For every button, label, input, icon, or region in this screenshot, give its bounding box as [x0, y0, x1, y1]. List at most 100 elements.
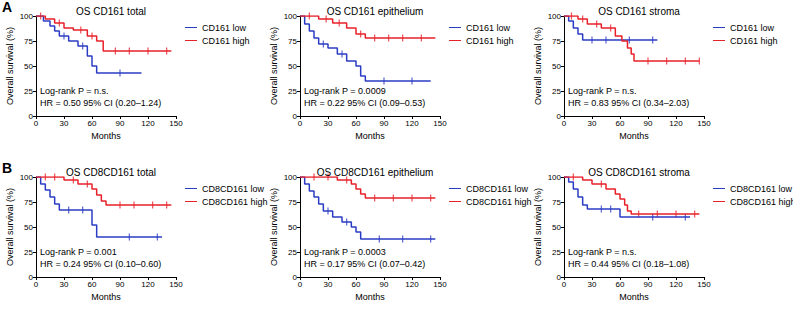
svg-text:OS CD161 epithelium: OS CD161 epithelium [327, 6, 424, 17]
svg-text:75: 75 [552, 198, 561, 207]
svg-text:120: 120 [669, 280, 683, 289]
svg-text:Overall survival (%): Overall survival (%) [269, 27, 279, 105]
svg-text:Months: Months [91, 131, 121, 141]
svg-text:25: 25 [288, 87, 297, 96]
svg-text:60: 60 [88, 280, 97, 289]
svg-text:25: 25 [24, 87, 33, 96]
svg-text:Months: Months [355, 131, 385, 141]
svg-text:Months: Months [619, 292, 649, 302]
svg-text:150: 150 [433, 119, 447, 128]
svg-text:120: 120 [405, 280, 419, 289]
svg-text:25: 25 [552, 248, 561, 257]
svg-text:50: 50 [552, 62, 561, 71]
svg-text:CD8CD161 high: CD8CD161 high [730, 197, 793, 207]
svg-text:B: B [2, 160, 12, 176]
svg-text:30: 30 [324, 280, 333, 289]
svg-text:CD161 low: CD161 low [730, 23, 775, 33]
svg-text:100: 100 [20, 173, 34, 182]
svg-text:0: 0 [34, 119, 39, 128]
svg-text:OS CD8CD161 epithelium: OS CD8CD161 epithelium [317, 167, 434, 178]
svg-text:HR = 0.83 95% CI (0.34–2.03): HR = 0.83 95% CI (0.34–2.03) [568, 98, 689, 108]
svg-text:Log-rank P = n.s.: Log-rank P = n.s. [568, 86, 637, 96]
svg-text:Overall survival (%): Overall survival (%) [5, 188, 15, 266]
svg-text:Overall survival (%): Overall survival (%) [269, 188, 279, 266]
svg-text:Overall survival (%): Overall survival (%) [533, 27, 543, 105]
svg-text:50: 50 [288, 223, 297, 232]
svg-text:HR = 0.50 95% CI (0.20–1.24): HR = 0.50 95% CI (0.20–1.24) [40, 98, 161, 108]
svg-text:CD8CD161 high: CD8CD161 high [466, 197, 532, 207]
svg-text:OS CD161 total: OS CD161 total [76, 6, 146, 17]
svg-text:30: 30 [588, 280, 597, 289]
svg-text:HR = 0.17 95% CI (0.07–0.42): HR = 0.17 95% CI (0.07–0.42) [304, 259, 425, 269]
svg-text:A: A [2, 0, 12, 15]
svg-text:90: 90 [644, 280, 653, 289]
svg-text:HR = 0.22 95% CI (0.09–0.53): HR = 0.22 95% CI (0.09–0.53) [304, 98, 425, 108]
svg-text:30: 30 [60, 119, 69, 128]
svg-text:0: 0 [562, 119, 567, 128]
svg-text:25: 25 [552, 87, 561, 96]
svg-text:Months: Months [91, 292, 121, 302]
svg-text:60: 60 [88, 119, 97, 128]
svg-text:HR = 0.24 95% CI (0.10–0.60): HR = 0.24 95% CI (0.10–0.60) [40, 259, 161, 269]
svg-text:Log-rank P = n.s.: Log-rank P = n.s. [40, 86, 109, 96]
svg-text:OS CD161 stroma: OS CD161 stroma [598, 6, 680, 17]
svg-text:90: 90 [116, 119, 125, 128]
svg-text:120: 120 [141, 119, 155, 128]
svg-text:30: 30 [324, 119, 333, 128]
svg-text:CD161 high: CD161 high [202, 36, 250, 46]
svg-text:100: 100 [284, 12, 298, 21]
svg-text:CD8CD161 high: CD8CD161 high [202, 197, 268, 207]
svg-text:50: 50 [24, 62, 33, 71]
svg-text:50: 50 [24, 223, 33, 232]
svg-text:150: 150 [697, 119, 711, 128]
svg-text:CD161 low: CD161 low [466, 23, 511, 33]
svg-text:0: 0 [298, 119, 303, 128]
svg-text:75: 75 [24, 37, 33, 46]
svg-text:25: 25 [24, 248, 33, 257]
svg-text:90: 90 [380, 119, 389, 128]
svg-text:OS CD8CD161 stroma: OS CD8CD161 stroma [588, 167, 690, 178]
svg-text:30: 30 [588, 119, 597, 128]
svg-text:CD8CD161 low: CD8CD161 low [202, 184, 265, 194]
svg-text:75: 75 [288, 198, 297, 207]
svg-text:90: 90 [644, 119, 653, 128]
svg-text:100: 100 [548, 173, 562, 182]
svg-text:CD161 high: CD161 high [730, 36, 778, 46]
svg-text:100: 100 [548, 12, 562, 21]
svg-text:150: 150 [697, 280, 711, 289]
svg-text:120: 120 [405, 119, 419, 128]
svg-text:OS CD8CD161 total: OS CD8CD161 total [66, 167, 156, 178]
svg-text:Overall survival (%): Overall survival (%) [533, 188, 543, 266]
svg-text:75: 75 [552, 37, 561, 46]
svg-text:120: 120 [141, 280, 155, 289]
svg-text:Months: Months [355, 292, 385, 302]
svg-text:0: 0 [34, 280, 39, 289]
svg-text:150: 150 [169, 119, 183, 128]
svg-text:Log-rank P = 0.0003: Log-rank P = 0.0003 [304, 247, 386, 257]
svg-text:60: 60 [352, 280, 361, 289]
svg-text:0: 0 [298, 280, 303, 289]
svg-text:CD161 low: CD161 low [202, 23, 247, 33]
svg-text:25: 25 [288, 248, 297, 257]
svg-text:HR = 0.44 95% CI (0.18–1.08): HR = 0.44 95% CI (0.18–1.08) [568, 259, 689, 269]
svg-text:90: 90 [380, 280, 389, 289]
svg-text:75: 75 [288, 37, 297, 46]
svg-text:75: 75 [24, 198, 33, 207]
svg-text:Log-rank P = n.s.: Log-rank P = n.s. [568, 247, 637, 257]
svg-text:60: 60 [616, 280, 625, 289]
svg-text:Months: Months [619, 131, 649, 141]
svg-text:30: 30 [60, 280, 69, 289]
svg-text:CD8CD161 low: CD8CD161 low [466, 184, 529, 194]
svg-text:CD8CD161 low: CD8CD161 low [730, 184, 793, 194]
svg-text:Log-rank P = 0.0009: Log-rank P = 0.0009 [304, 86, 386, 96]
svg-text:150: 150 [169, 280, 183, 289]
svg-text:90: 90 [116, 280, 125, 289]
svg-text:60: 60 [616, 119, 625, 128]
svg-text:0: 0 [562, 280, 567, 289]
svg-text:50: 50 [552, 223, 561, 232]
svg-text:CD161 high: CD161 high [466, 36, 514, 46]
svg-text:50: 50 [288, 62, 297, 71]
svg-text:60: 60 [352, 119, 361, 128]
svg-text:120: 120 [669, 119, 683, 128]
svg-text:150: 150 [433, 280, 447, 289]
